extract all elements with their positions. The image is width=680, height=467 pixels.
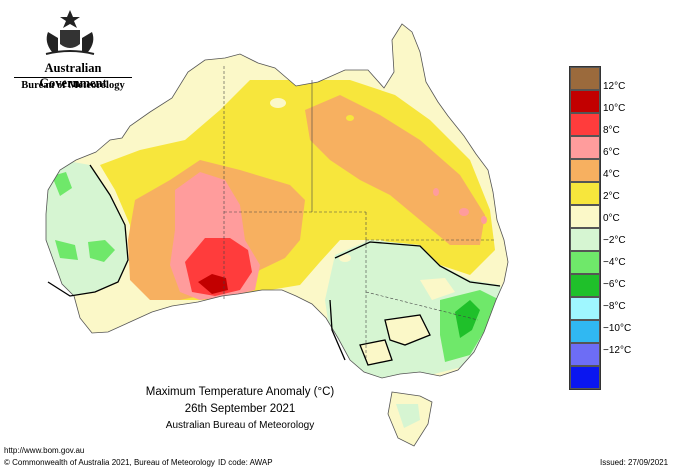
legend-swatch xyxy=(570,67,600,90)
bureau-title: Bureau of Meteorology xyxy=(21,80,125,91)
legend-swatch xyxy=(570,297,600,320)
footer-url[interactable]: http://www.bom.gov.au xyxy=(4,446,85,455)
map-title: Maximum Temperature Anomaly (°C) xyxy=(145,386,335,398)
color-legend xyxy=(569,66,601,390)
legend-swatch xyxy=(570,113,600,136)
legend-swatch xyxy=(570,251,600,274)
legend-swatch xyxy=(570,182,600,205)
legend-swatch xyxy=(570,136,600,159)
legend-label: 12°C xyxy=(603,81,626,92)
state-borders xyxy=(223,66,495,360)
legend-swatch xyxy=(570,320,600,343)
legend-label: −6°C xyxy=(603,279,626,290)
footer-copyright: © Commonwealth of Australia 2021, Bureau… xyxy=(4,458,215,467)
legend-label: −12°C xyxy=(603,345,632,356)
legend-swatch xyxy=(570,366,600,389)
government-title: Australian Government xyxy=(39,61,107,90)
zero-contours xyxy=(47,164,501,366)
legend-swatch xyxy=(570,90,600,113)
header-divider xyxy=(14,77,132,78)
legend-label: −10°C xyxy=(603,323,632,334)
legend-swatch xyxy=(570,205,600,228)
legend-label: 8°C xyxy=(603,125,620,136)
legend-label: −4°C xyxy=(603,257,626,268)
legend-label: 2°C xyxy=(603,191,620,202)
map-date: 26th September 2021 xyxy=(184,403,296,415)
footer-id-code: ID code: AWAP xyxy=(218,458,273,467)
legend-label: 4°C xyxy=(603,169,620,180)
legend-swatch xyxy=(570,274,600,297)
coat-of-arms-icon xyxy=(45,10,95,55)
legend-label: 10°C xyxy=(603,103,626,114)
map-source: Australian Bureau of Meteorology xyxy=(165,420,315,431)
legend-label: −2°C xyxy=(603,235,626,246)
coastline xyxy=(45,23,509,379)
legend-label: −8°C xyxy=(603,301,626,312)
legend-swatch xyxy=(570,343,600,366)
legend-swatch xyxy=(570,228,600,251)
legend-label: 0°C xyxy=(603,213,620,224)
legend-swatch xyxy=(570,159,600,182)
legend-label: 6°C xyxy=(603,147,620,158)
footer-issued: Issued: 27/09/2021 xyxy=(600,458,669,467)
